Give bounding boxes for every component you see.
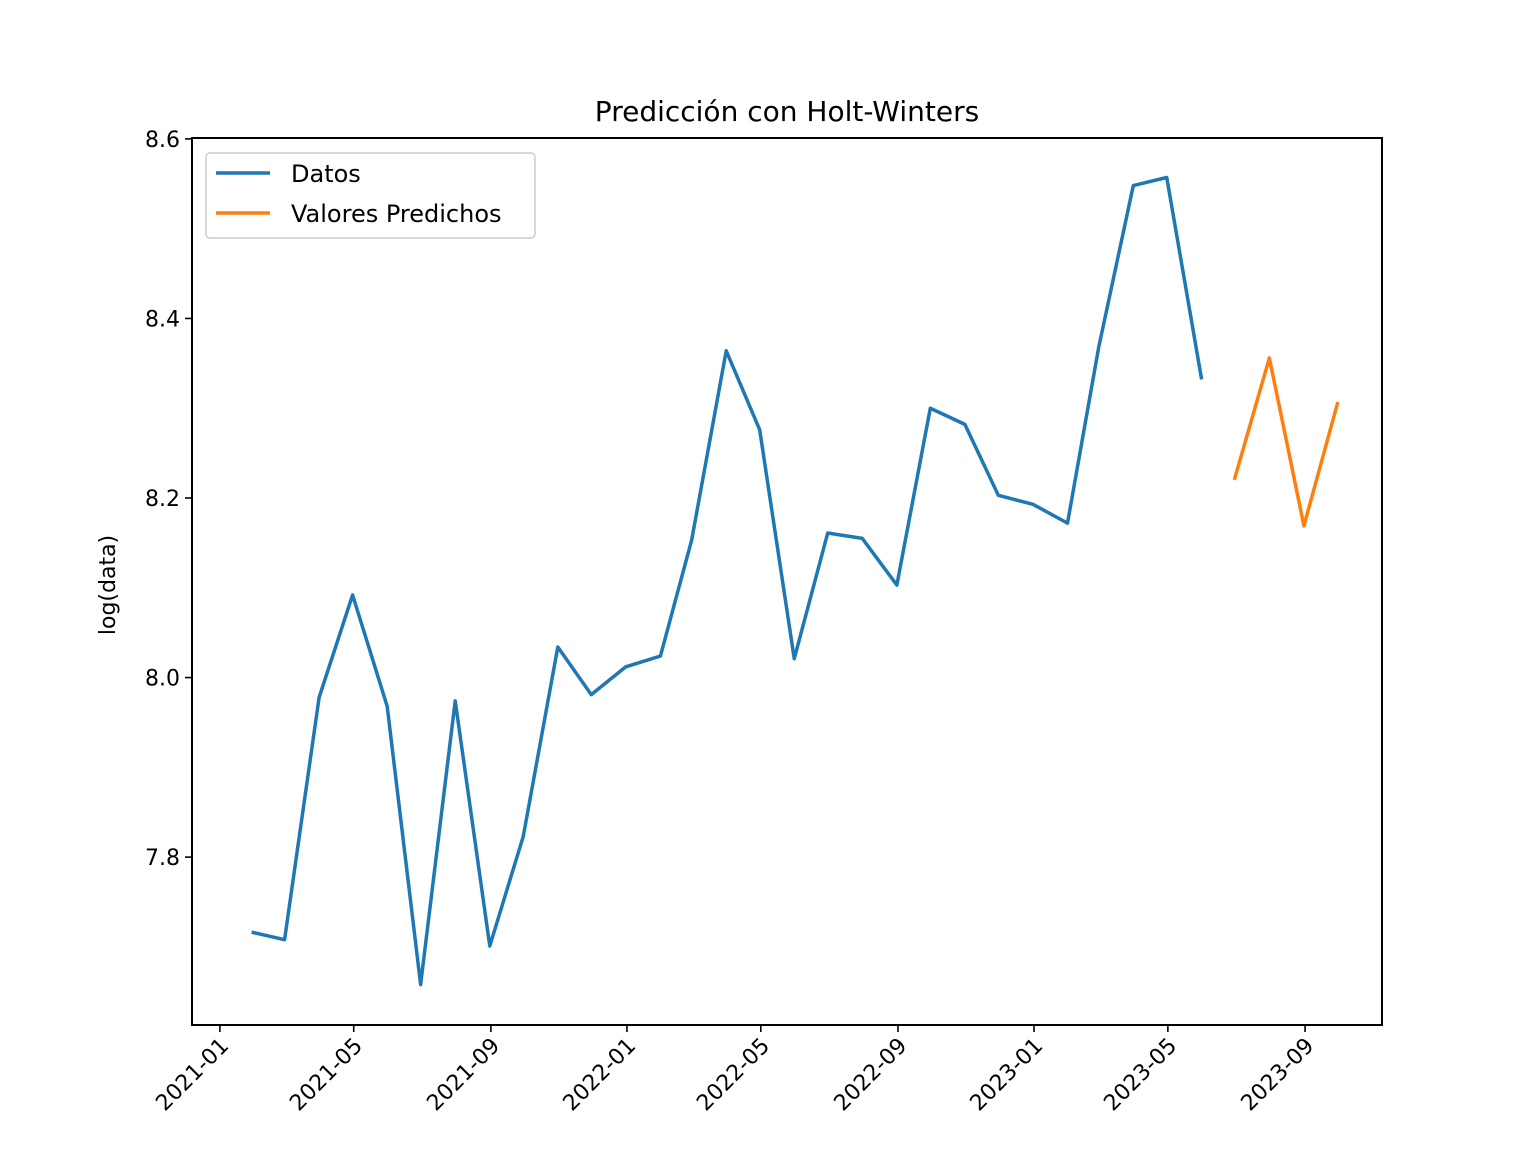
legend-label-0: Datos xyxy=(291,160,361,188)
legend: Datos Valores Predichos xyxy=(205,152,536,239)
y-tick-label: 8.6 xyxy=(145,128,180,153)
legend-label-1: Valores Predichos xyxy=(291,200,502,228)
axes-frame xyxy=(191,137,1383,1026)
y-tick-label: 7.8 xyxy=(145,846,180,871)
y-axis-label: log(data) xyxy=(96,535,121,635)
y-tick-label: 8.4 xyxy=(145,307,180,332)
chart-title: Predicción con Holt-Winters xyxy=(595,95,979,128)
y-tick-label: 8.0 xyxy=(145,667,180,692)
series-line-1 xyxy=(1232,356,1340,528)
y-tick-label: 8.2 xyxy=(145,487,180,512)
legend-box xyxy=(205,152,536,239)
series-line-0 xyxy=(251,175,1204,987)
plot-area xyxy=(251,175,1340,987)
